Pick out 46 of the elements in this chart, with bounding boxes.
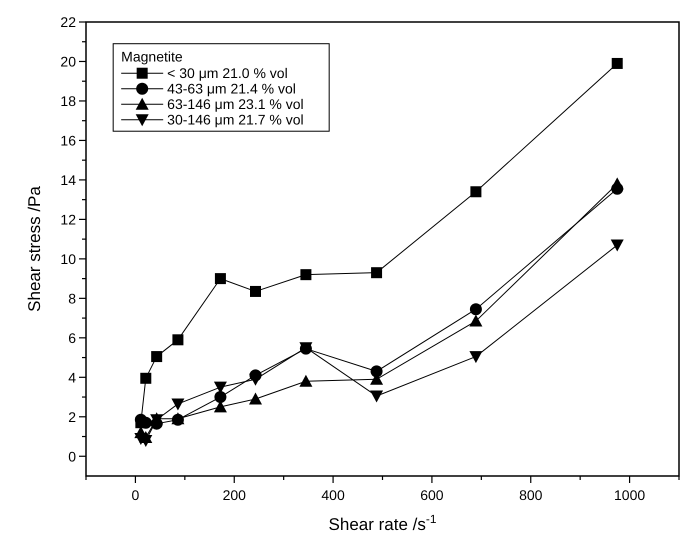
point (469, 351, 482, 364)
point (371, 267, 382, 278)
y-tick-label: 20 (60, 53, 76, 70)
point (370, 365, 383, 378)
legend-label: 63-146 μm 23.1 % vol (167, 96, 304, 112)
y-tick-label: 8 (68, 290, 76, 306)
y-tick-label: 2 (68, 408, 76, 425)
y-axis-title: Shear stress /Pa (25, 186, 44, 312)
point (249, 392, 262, 405)
point (249, 374, 262, 386)
x-tick-label: 1000 (614, 487, 646, 503)
point (172, 334, 184, 346)
point (171, 398, 184, 410)
point (470, 186, 482, 198)
x-tick-label: 200 (222, 487, 246, 503)
point (299, 374, 312, 387)
legend-title: Magnetite (121, 48, 183, 65)
point (610, 177, 624, 190)
point (140, 372, 152, 384)
point (250, 286, 261, 297)
point (214, 273, 226, 284)
x-tick-label: 400 (321, 487, 345, 503)
y-tick-label: 18 (60, 92, 76, 109)
y-tick-label: 22 (60, 14, 76, 30)
x-tick-label: 600 (420, 487, 444, 503)
y-tick-label: 6 (68, 330, 76, 346)
legend-label: 30-146 μm 21.7 % vol (167, 112, 304, 128)
x-axis-title: Shear rate /s$^{-1}$ (328, 512, 437, 534)
x-tick-label: 0 (132, 487, 140, 503)
x-tick-label: 800 (519, 487, 543, 503)
point (300, 269, 312, 280)
y-tick-label: 16 (60, 132, 76, 148)
y-tick-label: 14 (60, 172, 76, 188)
legend-label: 43-63 μm 21.4 % vol (167, 80, 296, 97)
point (610, 240, 624, 252)
legend-label: < 30 μm 21.0 % vol (167, 65, 288, 82)
y-tick-label: 12 (60, 211, 76, 228)
point (151, 351, 162, 362)
y-tick-label: 0 (68, 448, 76, 464)
point (469, 314, 482, 327)
point (470, 303, 482, 316)
y-tick-label: 10 (60, 250, 76, 267)
y-tick-label: 4 (68, 369, 76, 386)
point (214, 391, 226, 404)
point (370, 390, 384, 403)
point (612, 58, 623, 69)
